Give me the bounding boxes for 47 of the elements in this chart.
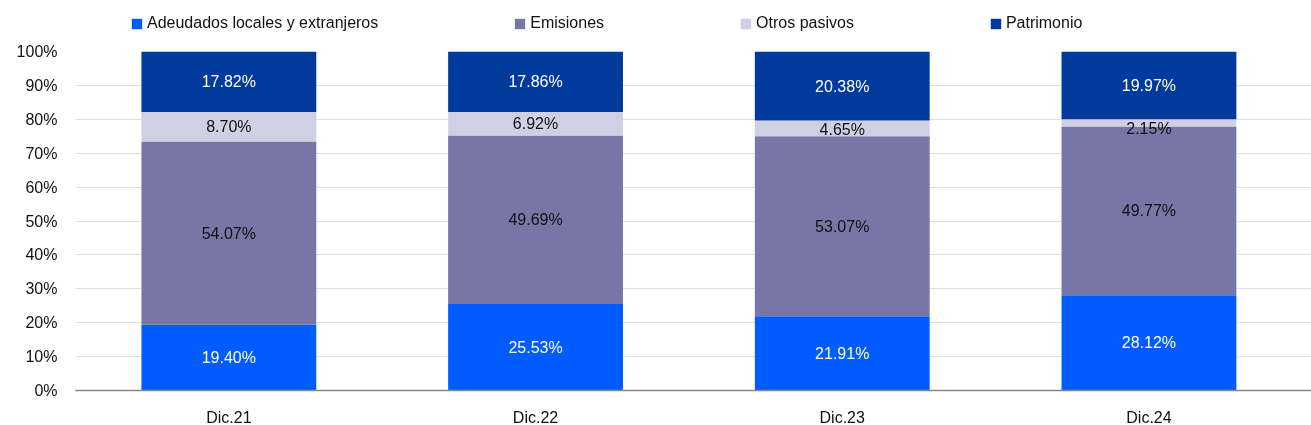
y-tick-label: 100% [16,43,58,60]
data-label: 49.77% [1121,202,1177,220]
data-label: 17.86% [508,73,563,91]
y-tick-label: 50% [25,212,58,230]
x-tick-label: Dic.24 [1126,408,1172,425]
data-label: 49.69% [508,211,563,229]
data-label: 20.38% [815,77,870,95]
bar [754,316,930,391]
y-tick-label: 30% [25,280,58,298]
bar [141,141,317,325]
data-label: 4.65% [819,121,865,139]
data-label: 21.91% [815,344,870,362]
data-label: 25.53% [508,338,563,356]
data-label: 8.70% [206,118,252,136]
bar [448,51,623,113]
legend-label: Patrimonio [1005,14,1083,32]
data-label: 28.12% [1121,334,1177,352]
data-label: 19.97% [1121,76,1177,94]
data-label: 53.07% [815,217,870,235]
data-label: 6.92% [512,115,559,133]
bar [1061,51,1237,120]
y-tick-label: 0% [34,382,58,399]
bar [448,135,623,304]
x-tick-label: Dic.22 [512,408,559,425]
bar [1061,295,1237,391]
y-tick-label: 40% [25,246,58,264]
x-tick-label: Dic.23 [819,408,866,425]
y-tick-label: 70% [25,144,58,162]
data-label: 19.40% [201,349,256,367]
legend-label: Otros pasivos [756,14,854,32]
bar [754,51,930,121]
x-tick-label: Dic.21 [206,408,252,425]
bar [448,303,623,391]
y-tick-label: 60% [25,178,58,196]
data-label: 54.07% [201,224,256,242]
y-tick-label: 80% [25,110,58,128]
bar [754,136,930,317]
y-tick-label: 90% [25,76,58,94]
bar [141,324,317,391]
y-tick-label: 10% [25,348,58,366]
legend-label: Adeudados locales y extranjeros [147,14,379,32]
y-tick-label: 20% [25,314,58,332]
bar [448,112,623,136]
data-label: 17.82% [201,73,256,91]
legend-label: Emisiones [530,14,605,32]
bar [141,51,317,112]
bar [141,111,317,142]
